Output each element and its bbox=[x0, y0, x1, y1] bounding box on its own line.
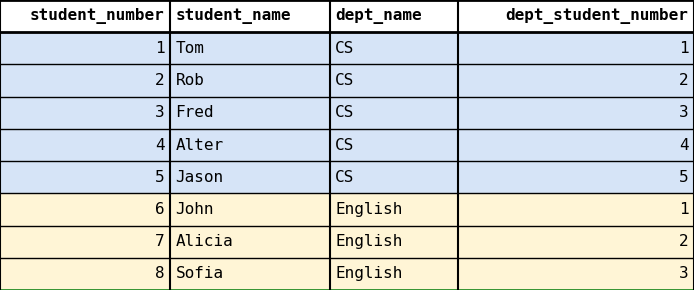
Text: Alter: Alter bbox=[176, 137, 223, 153]
Text: CS: CS bbox=[335, 41, 355, 56]
Bar bbox=[0, 258, 694, 290]
Text: 4: 4 bbox=[679, 137, 688, 153]
Bar bbox=[0, 97, 694, 129]
Bar bbox=[0, 161, 694, 193]
Text: English: English bbox=[335, 234, 403, 249]
Text: Fred: Fred bbox=[176, 105, 214, 120]
Text: dept_student_number: dept_student_number bbox=[505, 8, 688, 24]
Text: 6: 6 bbox=[155, 202, 164, 217]
Text: 7: 7 bbox=[155, 234, 164, 249]
Text: CS: CS bbox=[335, 170, 355, 185]
Text: 4: 4 bbox=[155, 137, 164, 153]
Text: 2: 2 bbox=[679, 234, 688, 249]
Text: 1: 1 bbox=[679, 202, 688, 217]
Text: 3: 3 bbox=[155, 105, 164, 120]
Bar bbox=[0, 129, 694, 161]
Text: student_number: student_number bbox=[30, 8, 164, 24]
Text: 1: 1 bbox=[679, 41, 688, 56]
Bar bbox=[0, 32, 694, 64]
Text: 5: 5 bbox=[155, 170, 164, 185]
Text: 1: 1 bbox=[155, 41, 164, 56]
Bar bbox=[0, 193, 694, 226]
Text: Sofia: Sofia bbox=[176, 267, 223, 281]
Bar bbox=[0, 226, 694, 258]
Text: 3: 3 bbox=[679, 105, 688, 120]
Text: 8: 8 bbox=[155, 267, 164, 281]
Text: John: John bbox=[176, 202, 214, 217]
Text: Alicia: Alicia bbox=[176, 234, 233, 249]
Text: CS: CS bbox=[335, 105, 355, 120]
Text: CS: CS bbox=[335, 137, 355, 153]
Text: English: English bbox=[335, 202, 403, 217]
Text: student_name: student_name bbox=[176, 8, 291, 24]
Text: 3: 3 bbox=[679, 267, 688, 281]
Text: Jason: Jason bbox=[176, 170, 223, 185]
Text: English: English bbox=[335, 267, 403, 281]
Bar bbox=[0, 0, 694, 32]
Text: 2: 2 bbox=[155, 73, 164, 88]
Text: CS: CS bbox=[335, 73, 355, 88]
Text: 2: 2 bbox=[679, 73, 688, 88]
Text: 5: 5 bbox=[679, 170, 688, 185]
Bar bbox=[0, 64, 694, 97]
Text: Tom: Tom bbox=[176, 41, 205, 56]
Text: Rob: Rob bbox=[176, 73, 205, 88]
Text: dept_name: dept_name bbox=[335, 8, 422, 24]
